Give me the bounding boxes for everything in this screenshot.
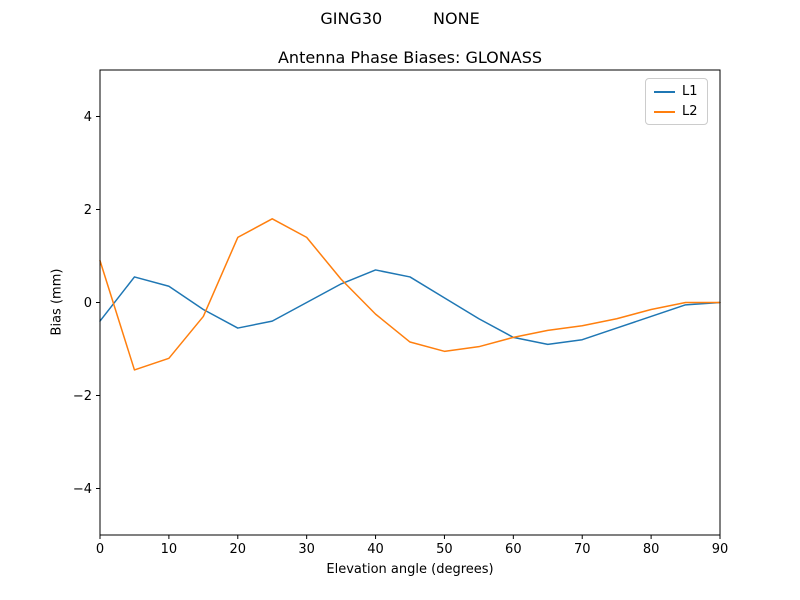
x-tick-label: 70 <box>574 542 591 557</box>
legend-label-l1: L1 <box>682 84 698 99</box>
legend-line-sample-l2 <box>654 110 675 113</box>
x-tick-label: 60 <box>505 542 522 557</box>
y-tick-label: 0 <box>84 296 92 311</box>
x-tick-label: 50 <box>436 542 453 557</box>
y-axis-label: Bias (mm) <box>49 268 65 336</box>
y-tick-label: −4 <box>73 482 92 497</box>
legend-label-l2: L2 <box>682 104 698 119</box>
x-tick-label: 40 <box>367 542 384 557</box>
chart-title: Antenna Phase Biases: GLONASS <box>277 48 542 67</box>
y-tick-label: 4 <box>84 110 92 125</box>
x-tick-label: 20 <box>230 542 247 557</box>
legend-item-l2: L2 <box>654 104 698 119</box>
x-tick-label: 30 <box>298 542 315 557</box>
y-tick-label: 2 <box>84 203 92 218</box>
x-tick-label: 80 <box>643 542 660 557</box>
x-axis-label: Elevation angle (degrees) <box>326 562 494 577</box>
x-tick-label: 0 <box>96 542 104 557</box>
series-line-l2 <box>99 218 721 371</box>
legend-item-l1: L1 <box>654 84 698 99</box>
y-tick-label: −2 <box>73 389 92 404</box>
suptitle: GING30 NONE <box>320 9 480 28</box>
legend-line-sample-l1 <box>654 90 675 93</box>
axes-border <box>99 69 721 536</box>
series-line-l1 <box>99 269 721 346</box>
x-tick-label: 90 <box>712 542 729 557</box>
x-tick-label: 10 <box>161 542 178 557</box>
legend: L1 L2 <box>645 78 708 125</box>
